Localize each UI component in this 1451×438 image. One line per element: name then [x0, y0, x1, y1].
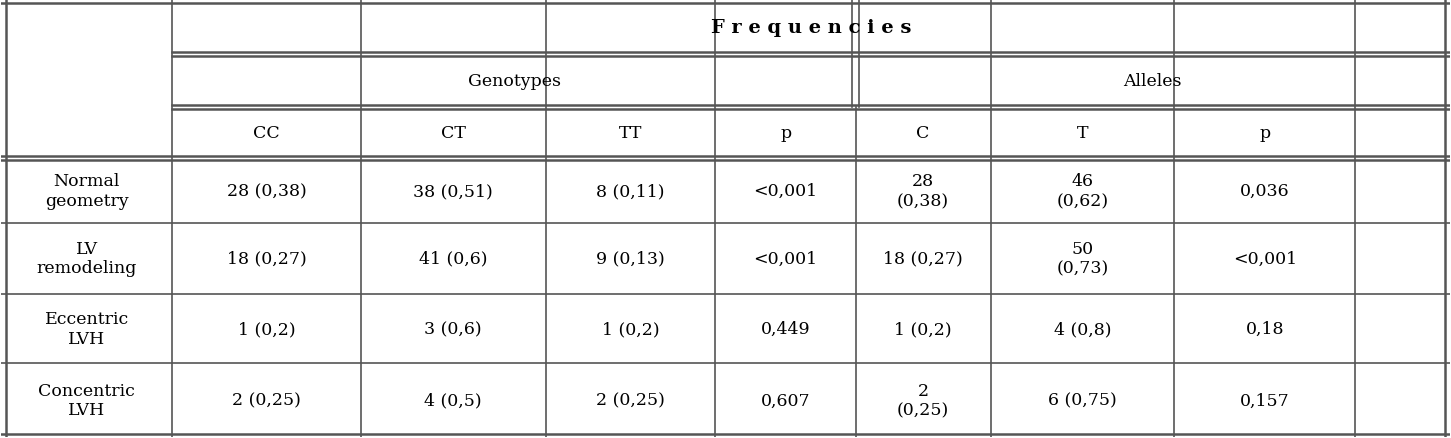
Text: 4 (0,5): 4 (0,5) — [425, 392, 482, 409]
Text: LV
remodeling: LV remodeling — [36, 240, 136, 277]
Text: T: T — [1077, 125, 1088, 142]
Text: 6 (0,75): 6 (0,75) — [1048, 392, 1117, 409]
Text: 0,157: 0,157 — [1241, 392, 1290, 409]
Text: 41 (0,6): 41 (0,6) — [419, 250, 488, 267]
Text: 2 (0,25): 2 (0,25) — [232, 392, 300, 409]
Text: CT: CT — [441, 125, 466, 142]
Text: Genotypes: Genotypes — [467, 73, 560, 89]
Text: 0,036: 0,036 — [1241, 183, 1290, 200]
Text: 0,18: 0,18 — [1246, 320, 1284, 337]
Text: 38 (0,51): 38 (0,51) — [414, 183, 493, 200]
Text: 9 (0,13): 9 (0,13) — [596, 250, 665, 267]
Text: 0,607: 0,607 — [760, 392, 811, 409]
Text: 1 (0,2): 1 (0,2) — [238, 320, 295, 337]
Text: <0,001: <0,001 — [753, 183, 818, 200]
Text: Normal
geometry: Normal geometry — [45, 173, 129, 209]
Text: C: C — [917, 125, 930, 142]
Text: Eccentric
LVH: Eccentric LVH — [45, 311, 129, 347]
Text: Alleles: Alleles — [1123, 73, 1183, 89]
Text: <0,001: <0,001 — [753, 250, 818, 267]
Text: <0,001: <0,001 — [1233, 250, 1297, 267]
Text: p: p — [781, 125, 791, 142]
Text: p: p — [1259, 125, 1271, 142]
Text: 1 (0,2): 1 (0,2) — [602, 320, 659, 337]
Text: Concentric
LVH: Concentric LVH — [38, 382, 135, 418]
Text: 8 (0,11): 8 (0,11) — [596, 183, 665, 200]
Text: F r e q u e n c i e s: F r e q u e n c i e s — [711, 19, 911, 37]
Text: CC: CC — [252, 125, 280, 142]
Text: 28 (0,38): 28 (0,38) — [226, 183, 306, 200]
Text: 28
(0,38): 28 (0,38) — [897, 173, 949, 209]
Text: 0,449: 0,449 — [760, 320, 811, 337]
Text: 18 (0,27): 18 (0,27) — [226, 250, 306, 267]
Text: 46
(0,62): 46 (0,62) — [1056, 173, 1109, 209]
Text: 1 (0,2): 1 (0,2) — [894, 320, 952, 337]
Text: TT: TT — [620, 125, 643, 142]
Text: 3 (0,6): 3 (0,6) — [425, 320, 482, 337]
Text: 2
(0,25): 2 (0,25) — [897, 382, 949, 418]
Text: 2 (0,25): 2 (0,25) — [596, 392, 665, 409]
Text: 50
(0,73): 50 (0,73) — [1056, 240, 1109, 277]
Text: 4 (0,8): 4 (0,8) — [1053, 320, 1111, 337]
Text: 18 (0,27): 18 (0,27) — [884, 250, 963, 267]
